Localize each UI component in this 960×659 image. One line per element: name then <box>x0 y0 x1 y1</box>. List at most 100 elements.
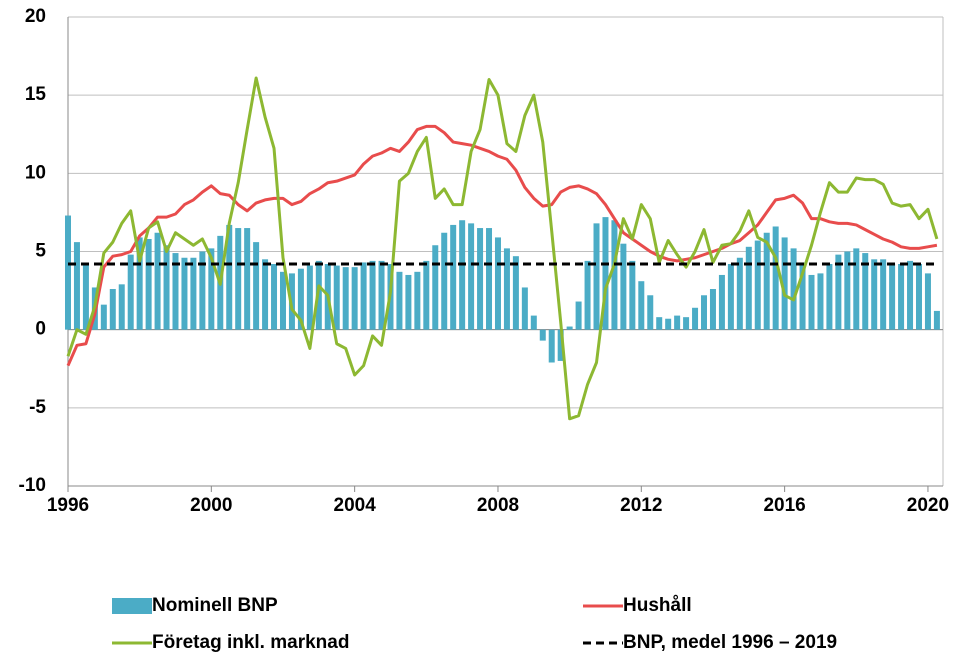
bar <box>244 228 251 330</box>
bar <box>871 259 878 330</box>
bar <box>772 226 779 330</box>
bar <box>512 256 519 330</box>
bar <box>172 253 179 330</box>
bar <box>100 304 107 330</box>
bar <box>503 248 510 330</box>
bar <box>226 224 233 330</box>
bar <box>459 220 466 330</box>
bar <box>82 264 89 330</box>
bar <box>494 237 501 330</box>
bar <box>145 238 152 330</box>
bar <box>109 289 116 330</box>
bar <box>118 284 125 330</box>
legend-label: Nominell BNP <box>152 595 278 616</box>
bar <box>736 257 743 330</box>
line <box>66 76 939 421</box>
bar <box>396 271 403 330</box>
bar <box>351 267 358 330</box>
bar <box>477 228 484 330</box>
bar <box>799 262 806 330</box>
bar <box>199 251 206 330</box>
bar <box>530 315 537 330</box>
bar <box>548 329 555 363</box>
bar <box>593 223 600 330</box>
y-tick-label: -5 <box>29 397 46 418</box>
bar <box>602 217 609 330</box>
bar <box>450 224 457 330</box>
bar <box>826 264 833 330</box>
bar <box>745 246 752 330</box>
bar <box>844 251 851 330</box>
line <box>66 124 938 367</box>
bar <box>701 295 708 330</box>
x-tick-label: 2020 <box>907 495 949 516</box>
bar <box>297 268 304 330</box>
bar <box>727 264 734 330</box>
x-tick-label: 2004 <box>334 495 377 516</box>
bar <box>208 248 215 330</box>
bar <box>539 329 546 341</box>
bar <box>808 274 815 330</box>
bar <box>181 257 188 330</box>
bar <box>835 254 842 330</box>
y-tick-label: 10 <box>25 162 46 183</box>
x-tick-label: 2016 <box>763 495 805 516</box>
bar <box>692 307 699 330</box>
bar <box>674 315 681 330</box>
bar <box>611 220 618 330</box>
y-tick-label: -10 <box>19 475 46 496</box>
bar <box>709 289 716 330</box>
bar <box>862 253 869 330</box>
bar <box>423 260 430 330</box>
legend-label: BNP, medel 1996 – 2019 <box>623 632 837 653</box>
bar <box>584 260 591 330</box>
y-tick-label: 15 <box>25 84 47 105</box>
bar <box>154 232 161 330</box>
x-tick-label: 2000 <box>190 495 232 516</box>
bar <box>853 248 860 330</box>
x-tick-label: 2008 <box>477 495 519 516</box>
bar <box>915 264 922 330</box>
bar <box>683 317 690 330</box>
x-tick-label: 1996 <box>47 495 89 516</box>
bar <box>718 274 725 330</box>
bar <box>306 265 313 330</box>
legend-label: Hushåll <box>623 595 692 616</box>
bar <box>754 240 761 330</box>
bar <box>647 295 654 330</box>
bar <box>432 245 439 330</box>
y-tick-label: 0 <box>35 319 46 340</box>
bar <box>468 223 475 330</box>
bar <box>907 260 914 330</box>
bar <box>486 228 493 330</box>
y-tick-label: 5 <box>35 241 46 262</box>
bar <box>360 262 367 330</box>
bar <box>190 257 197 330</box>
legend-swatch <box>112 598 152 614</box>
bar <box>271 264 278 330</box>
bar <box>781 237 788 330</box>
bar <box>163 245 170 330</box>
bar <box>279 271 286 330</box>
bar <box>521 287 528 330</box>
bar <box>253 242 260 330</box>
bar <box>127 254 134 330</box>
bar <box>65 215 71 330</box>
bar <box>620 243 627 330</box>
bar <box>73 242 80 330</box>
bar <box>880 259 887 330</box>
y-tick-label: 20 <box>25 6 46 27</box>
bar <box>665 318 672 330</box>
bar <box>333 265 340 330</box>
bar <box>817 273 824 330</box>
bar <box>441 232 448 330</box>
bar <box>414 271 421 330</box>
bar <box>763 232 770 330</box>
bar <box>262 259 269 330</box>
bar <box>898 264 905 330</box>
bar <box>933 310 940 330</box>
bar <box>889 264 896 330</box>
bar <box>235 228 242 330</box>
bar <box>629 260 636 330</box>
